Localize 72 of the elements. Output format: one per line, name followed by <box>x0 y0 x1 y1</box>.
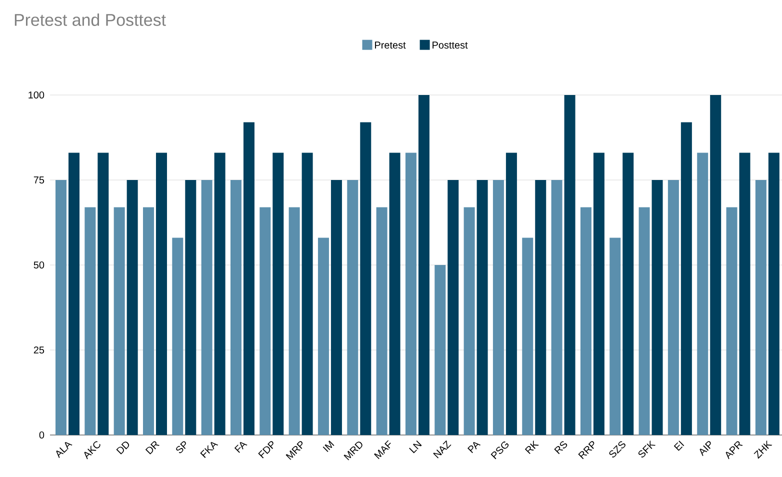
bar <box>272 152 284 435</box>
bar <box>405 152 416 435</box>
bar <box>185 180 196 435</box>
bar <box>126 180 138 435</box>
bar <box>260 207 271 435</box>
bar <box>680 122 692 435</box>
bar <box>593 152 604 435</box>
bar <box>68 152 80 435</box>
x-tick-label: FA <box>234 442 248 453</box>
bar <box>288 207 300 435</box>
bar <box>710 94 722 435</box>
bar <box>243 122 254 435</box>
x-tick-label: SZS <box>609 441 626 458</box>
legend-label: Pretest <box>375 42 406 49</box>
bar <box>476 180 488 435</box>
bar <box>156 152 167 435</box>
bar <box>755 180 766 435</box>
bar <box>492 180 504 435</box>
bar <box>464 207 475 435</box>
x-tick-label: EI <box>674 440 684 451</box>
bar <box>302 152 313 435</box>
x-tick-label: DR <box>145 441 160 454</box>
x-tick-label: LN <box>409 440 422 454</box>
x-tick-label: IM <box>322 440 334 452</box>
x-tick-label: FKA <box>200 442 218 458</box>
y-tick-label: 25 <box>34 346 44 354</box>
bar <box>201 180 212 435</box>
x-tick-label: RS <box>554 441 568 454</box>
bar <box>638 207 650 435</box>
bar <box>347 180 358 435</box>
y-tick-label: 50 <box>34 261 44 269</box>
bar <box>622 152 634 435</box>
bar <box>522 238 534 435</box>
bar <box>98 152 109 435</box>
bar <box>330 180 342 435</box>
bar <box>360 122 372 435</box>
bar <box>726 207 738 435</box>
y-tick-label: 0 <box>39 431 44 439</box>
bar <box>172 238 184 435</box>
bar <box>580 207 592 435</box>
bar <box>230 180 242 435</box>
bar <box>739 152 750 435</box>
bar <box>535 180 546 435</box>
bar <box>448 180 459 435</box>
bar <box>142 207 154 435</box>
x-tick-label: RK <box>524 440 539 454</box>
bar <box>389 152 400 435</box>
bar <box>418 94 430 435</box>
bar <box>652 180 663 435</box>
x-tick-label: DD <box>116 442 130 454</box>
legend-label: Posttest <box>432 42 468 49</box>
x-tick-label: ALA <box>56 442 72 458</box>
bar <box>434 264 446 435</box>
bar <box>214 152 226 435</box>
x-tick-label: SP <box>176 441 186 454</box>
y-tick-label: 100 <box>28 91 44 99</box>
y-tick-label: 75 <box>34 176 44 184</box>
bar <box>610 238 621 435</box>
bar <box>564 94 576 435</box>
chart-title: Pretest and Posttest <box>14 14 166 26</box>
x-tick-label: PA <box>468 442 481 454</box>
bar <box>376 207 388 435</box>
bar <box>668 180 679 435</box>
bar <box>318 238 329 435</box>
bar <box>697 152 708 435</box>
bar <box>506 152 517 435</box>
bar <box>56 180 67 435</box>
x-tick-label: AIP <box>700 441 711 456</box>
bar <box>768 152 780 435</box>
bar <box>114 207 125 435</box>
bar <box>84 207 96 435</box>
bar <box>551 180 562 435</box>
